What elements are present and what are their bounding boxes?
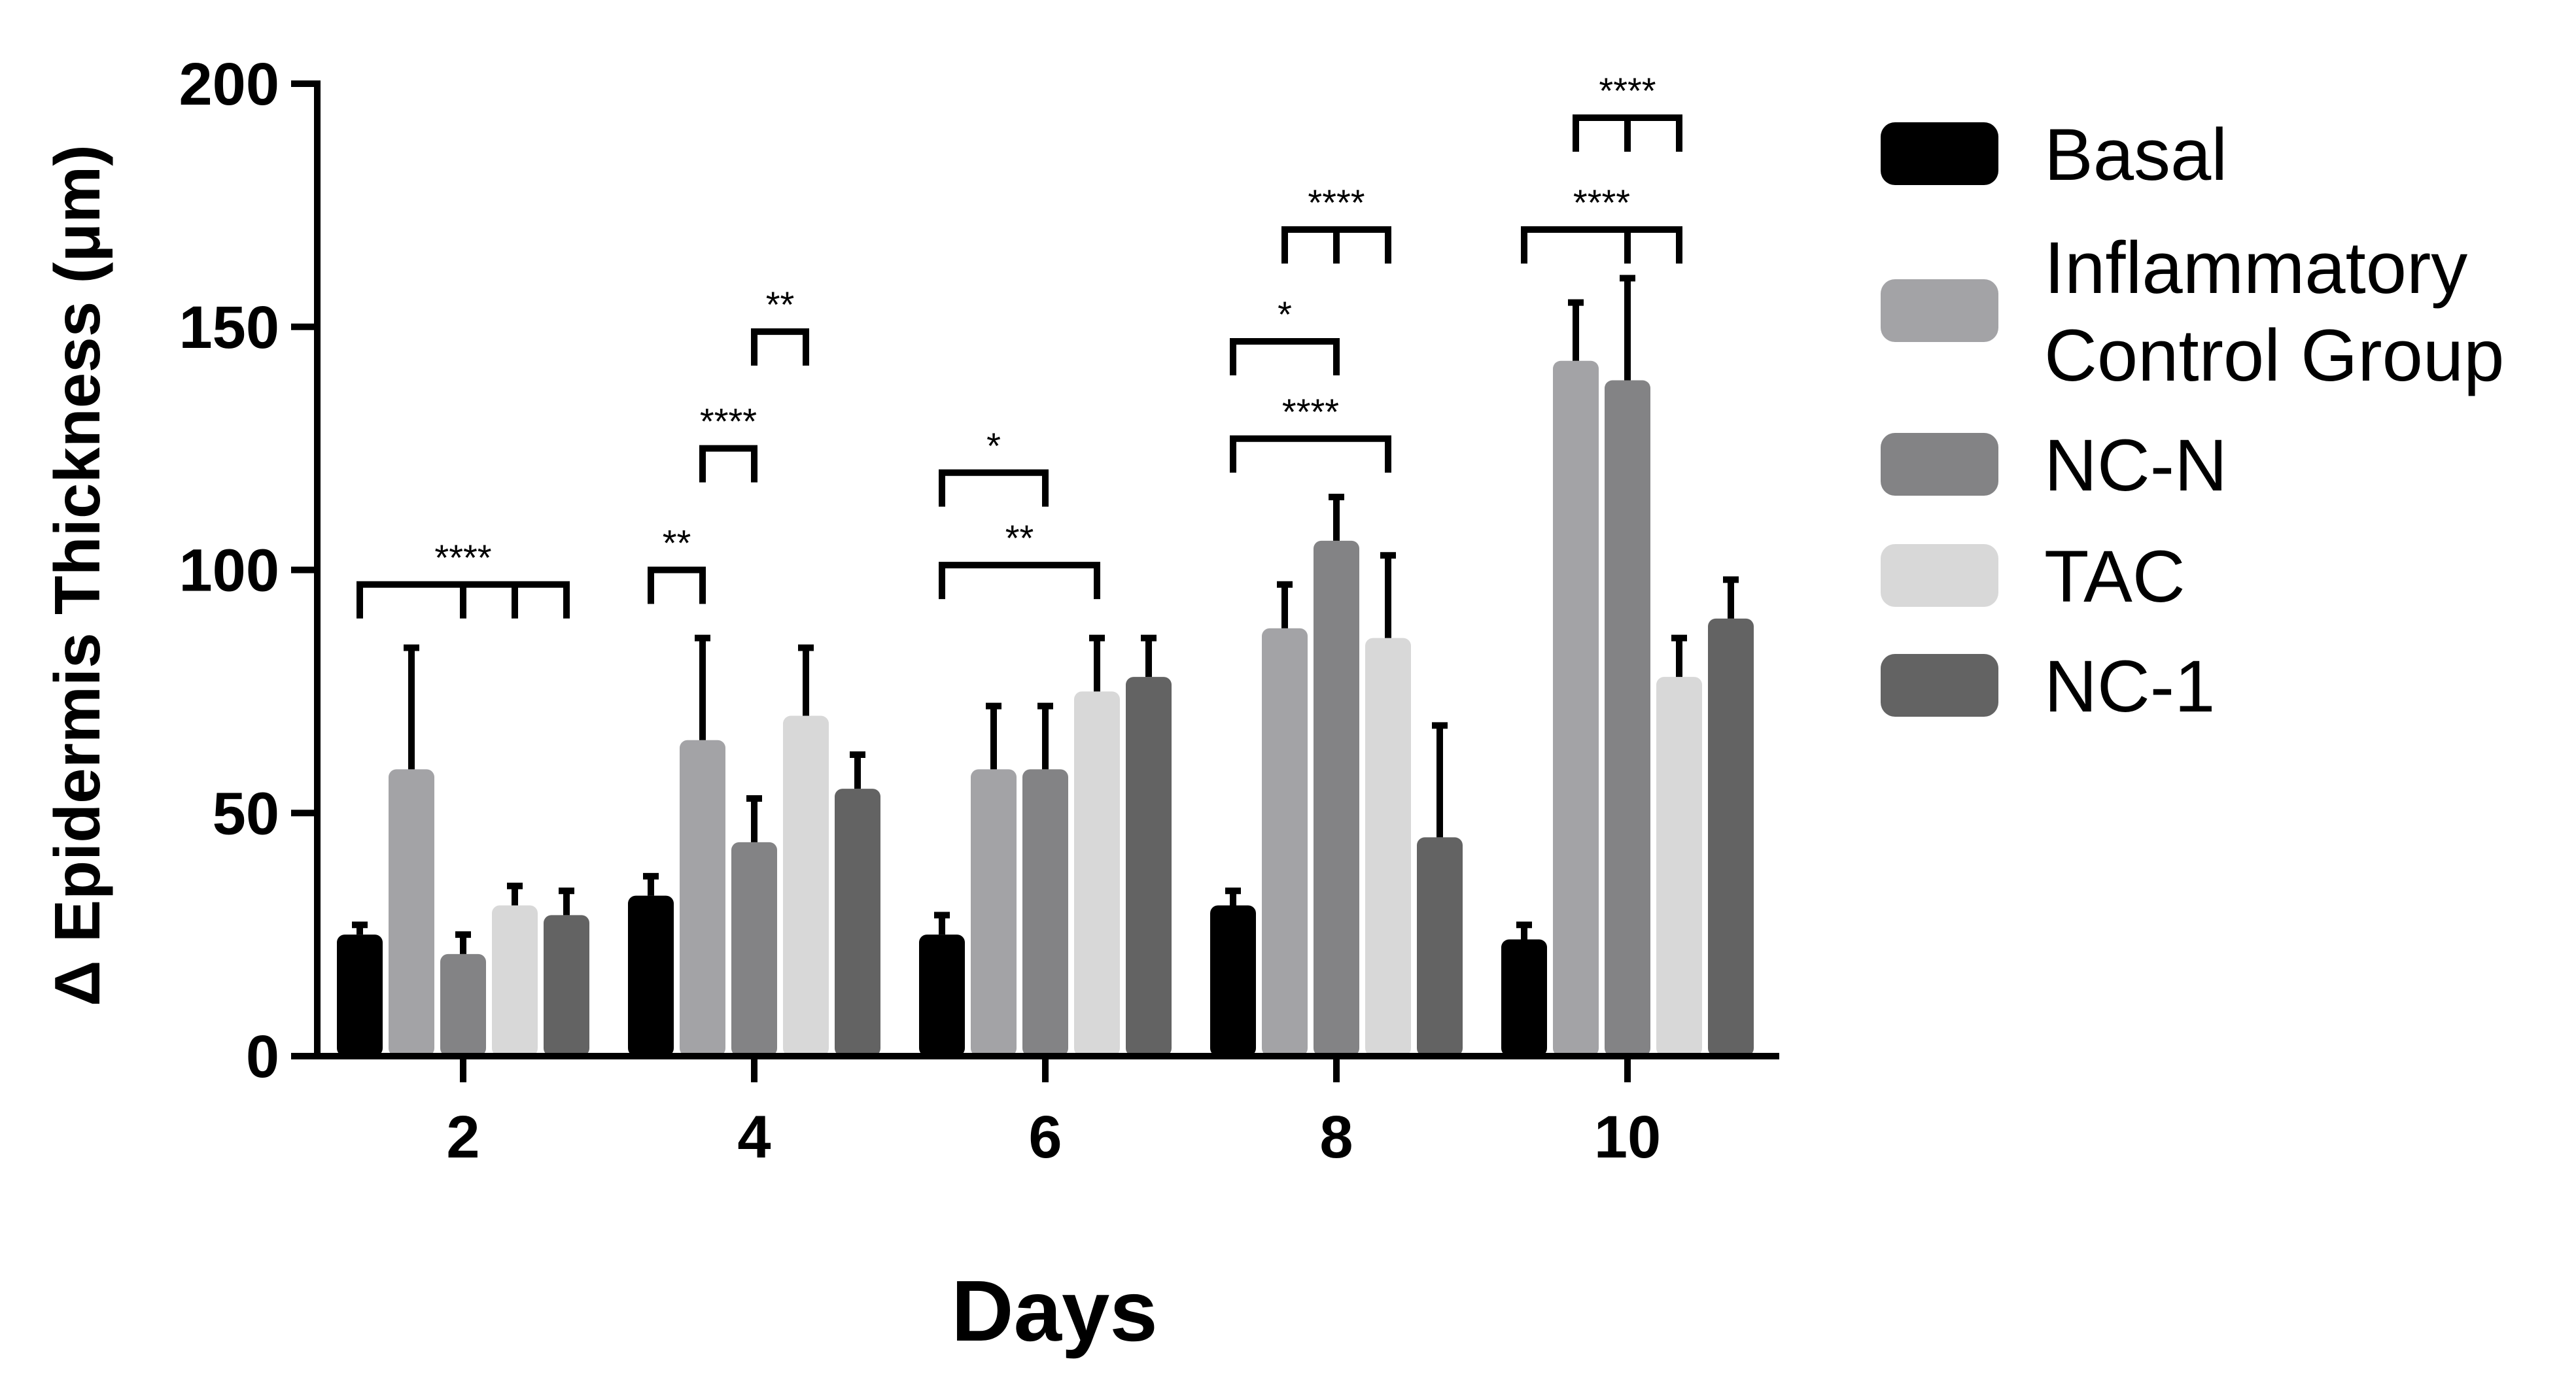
bars-layer	[337, 360, 1754, 1057]
legend-label: NC-1	[2044, 645, 2215, 727]
significance-label: *	[1278, 294, 1292, 335]
y-axis-title: Δ Epidermis Thickness (μm)	[41, 145, 113, 1006]
bar	[389, 769, 434, 1056]
bar	[1314, 540, 1359, 1056]
significance-label: *	[986, 425, 1001, 466]
bar	[1262, 628, 1308, 1056]
x-tick-label: 8	[1319, 1104, 1353, 1171]
significance-label: ****	[434, 537, 491, 578]
bar	[1126, 677, 1172, 1056]
bar	[835, 789, 880, 1056]
error-bars-layer	[352, 275, 1739, 954]
bar	[1553, 360, 1599, 1057]
ticks-layer: 0 50 100 150 200 2 4 6 8 10	[179, 51, 1662, 1171]
bar	[971, 769, 1017, 1056]
significance-label: **	[1005, 517, 1034, 558]
y-tick-label: 0	[246, 1023, 279, 1090]
bar	[680, 740, 725, 1056]
x-tick-label: 6	[1028, 1104, 1062, 1171]
legend: Basal Inflammatory Control Group NC-N TAC NC-…	[1881, 114, 2504, 727]
bar	[1210, 905, 1256, 1056]
legend-swatch	[1881, 654, 1998, 717]
y-tick-label: 100	[179, 538, 280, 604]
bar	[1501, 939, 1547, 1056]
bar	[1605, 380, 1650, 1057]
bar	[628, 895, 674, 1056]
x-tick-label: 4	[737, 1104, 771, 1171]
legend-label: Basal	[2044, 114, 2227, 196]
significance-label: ****	[1573, 182, 1630, 223]
x-tick-label: 10	[1594, 1104, 1661, 1171]
bar	[544, 915, 589, 1056]
significance-label: ****	[1599, 70, 1656, 111]
bar	[919, 935, 965, 1056]
bar	[1074, 691, 1120, 1056]
legend-label: TAC	[2044, 536, 2185, 617]
bar	[731, 842, 777, 1056]
legend-label: NC-N	[2044, 424, 2227, 506]
legend-swatch	[1881, 279, 1998, 342]
bar	[1365, 638, 1411, 1056]
bar	[1417, 837, 1463, 1056]
significance-label: ****	[1308, 182, 1365, 223]
x-axis-title: Days	[951, 1263, 1158, 1359]
legend-swatch	[1881, 122, 1998, 185]
bar	[337, 935, 383, 1056]
bar	[1708, 618, 1754, 1056]
legend-swatch	[1881, 433, 1998, 496]
bar	[440, 953, 486, 1056]
significance-label: **	[663, 523, 691, 564]
legend-label: Inflammatory Control Group	[2044, 227, 2504, 396]
bar	[1022, 769, 1068, 1056]
significance-label: **	[766, 284, 795, 325]
bar	[492, 905, 538, 1056]
significance-label: ****	[700, 401, 757, 442]
y-tick-label: 50	[213, 780, 279, 847]
legend-swatch	[1881, 544, 1998, 607]
y-tick-label: 200	[179, 51, 280, 118]
bar	[783, 715, 829, 1056]
bar	[1656, 677, 1702, 1056]
y-tick-label: 150	[179, 294, 280, 361]
significance-label: ****	[1282, 391, 1339, 432]
x-tick-label: 2	[446, 1104, 479, 1171]
significance-layer: **** ******************** ********	[357, 70, 1682, 619]
